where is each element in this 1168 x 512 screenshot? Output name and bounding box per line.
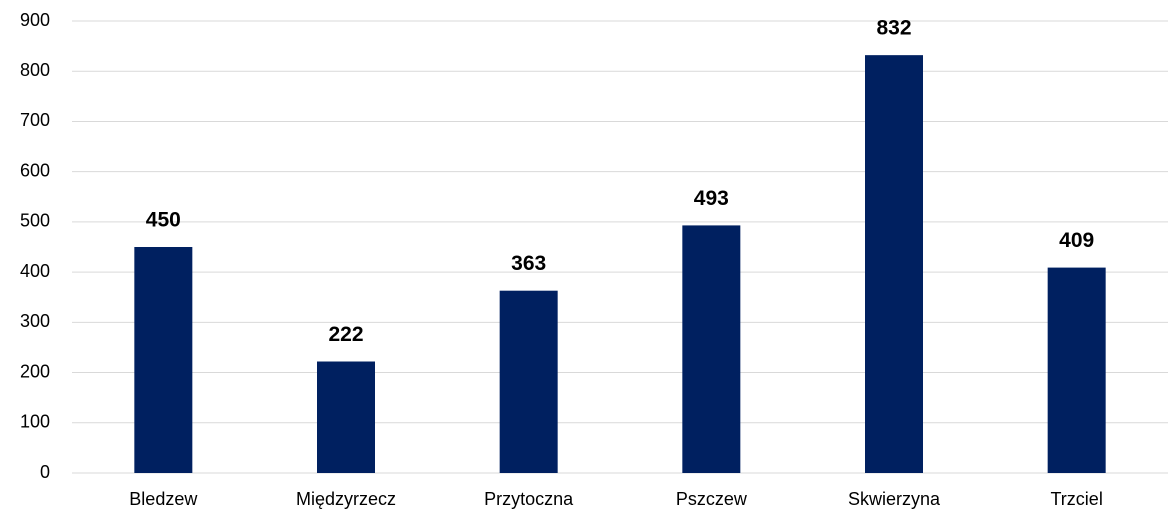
- x-tick-label: Pszczew: [676, 489, 748, 509]
- y-tick-label: 100: [20, 412, 50, 432]
- y-tick-label: 500: [20, 211, 50, 231]
- x-tick-label: Międzyrzecz: [296, 489, 396, 509]
- data-label: 409: [1059, 229, 1094, 252]
- data-label: 222: [328, 323, 363, 346]
- y-tick-label: 300: [20, 311, 50, 331]
- data-label: 450: [146, 209, 181, 232]
- bar: [499, 290, 558, 473]
- y-tick-label: 600: [20, 160, 50, 180]
- x-tick-label: Skwierzyna: [848, 489, 941, 509]
- bar: [865, 55, 923, 473]
- bar: [1047, 267, 1106, 473]
- data-label: 363: [511, 252, 546, 275]
- data-label: 832: [876, 17, 911, 40]
- y-tick-label: 800: [20, 60, 50, 80]
- x-tick-label: Bledzew: [129, 489, 198, 509]
- bar: [134, 247, 193, 473]
- y-tick-label: 900: [20, 10, 50, 30]
- y-tick-label: 0: [40, 462, 50, 482]
- x-tick-label: Trzciel: [1050, 489, 1102, 509]
- bar: [317, 361, 375, 473]
- bar: [682, 225, 741, 473]
- y-tick-label: 200: [20, 361, 50, 381]
- y-tick-label: 400: [20, 261, 50, 281]
- data-label: 493: [694, 187, 729, 210]
- y-tick-label: 700: [20, 110, 50, 130]
- x-tick-label: Przytoczna: [484, 489, 574, 509]
